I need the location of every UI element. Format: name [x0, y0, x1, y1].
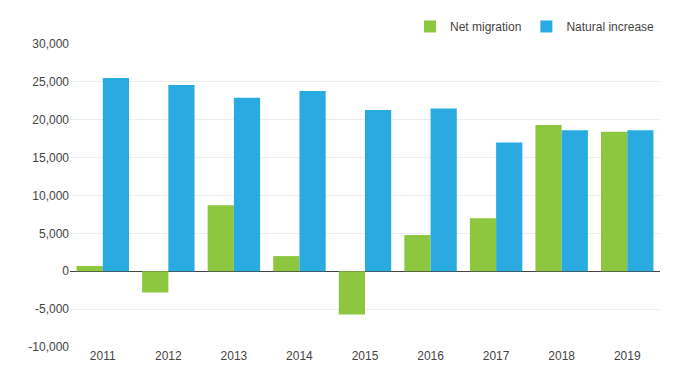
svg-text:10,000: 10,000	[32, 189, 69, 203]
svg-text:2012: 2012	[155, 349, 182, 363]
svg-text:2018: 2018	[548, 349, 575, 363]
svg-text:15,000: 15,000	[32, 151, 69, 165]
svg-text:0: 0	[62, 264, 69, 278]
svg-text:5,000: 5,000	[39, 227, 69, 241]
svg-text:Net migration: Net migration	[450, 20, 521, 34]
svg-text:2011: 2011	[90, 349, 116, 363]
svg-text:2016: 2016	[417, 349, 444, 363]
svg-text:25,000: 25,000	[32, 75, 69, 89]
svg-text:-10,000: -10,000	[28, 340, 69, 354]
svg-text:2019: 2019	[614, 349, 641, 363]
svg-text:-5,000: -5,000	[35, 302, 69, 316]
svg-text:2017: 2017	[483, 349, 510, 363]
svg-text:Natural increase: Natural increase	[566, 20, 654, 34]
svg-text:20,000: 20,000	[32, 113, 69, 127]
svg-text:30,000: 30,000	[32, 37, 69, 51]
svg-text:2013: 2013	[221, 349, 248, 363]
svg-text:2014: 2014	[286, 349, 313, 363]
svg-text:2015: 2015	[352, 349, 379, 363]
